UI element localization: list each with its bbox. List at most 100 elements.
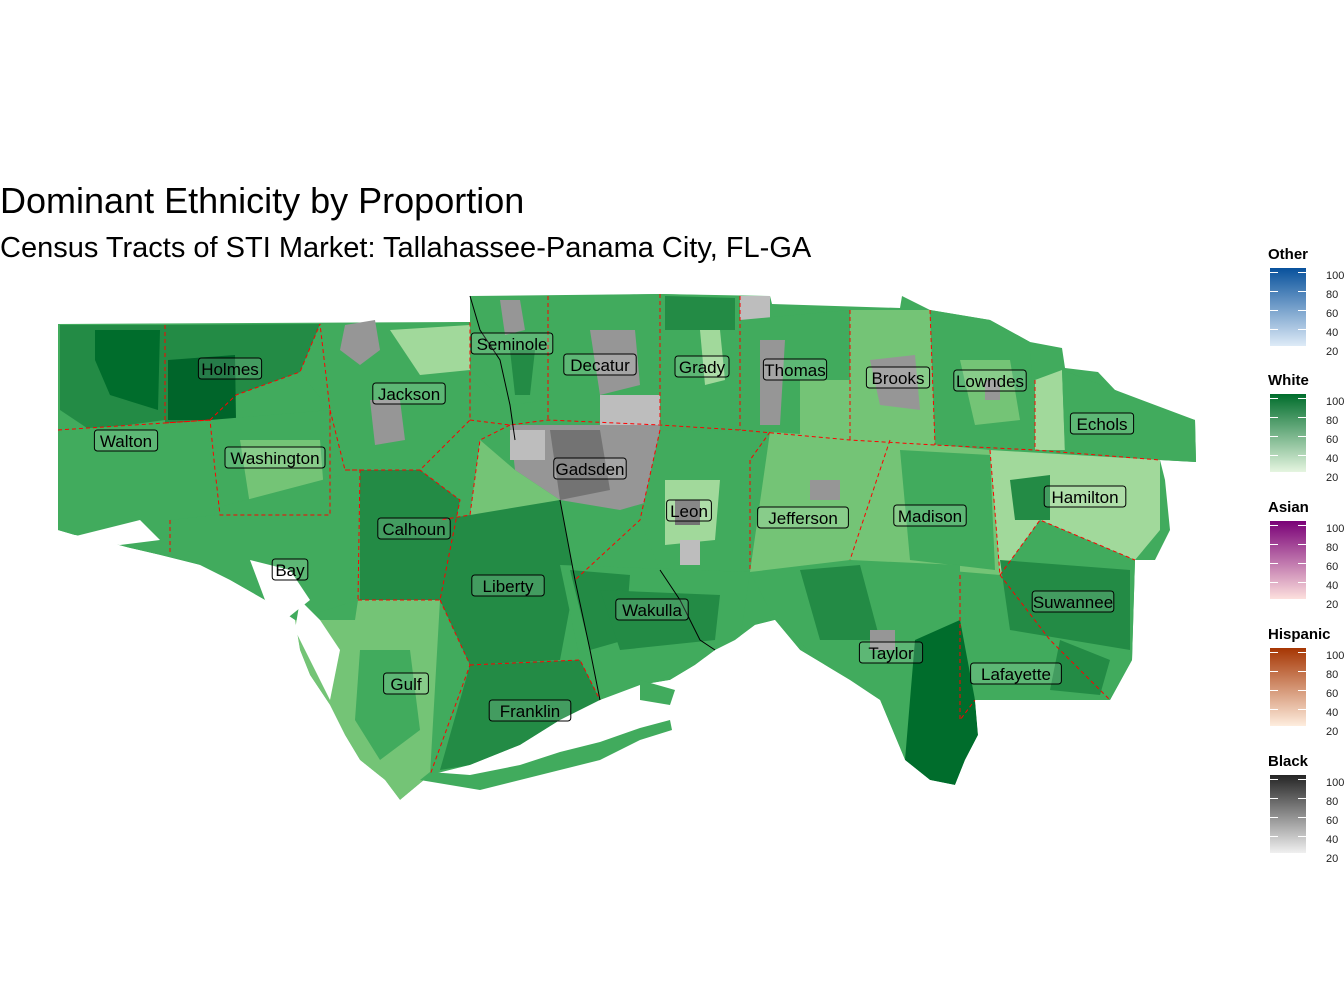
legend-tick-label: 60: [1326, 308, 1339, 320]
legend-black: Black 100 80 60 40 20: [1268, 753, 1344, 865]
legend-title: Other: [1268, 246, 1309, 263]
county-label-jefferson: Jefferson: [768, 509, 838, 528]
county-label-box: [762, 358, 828, 381]
legend-tick-mark: [1270, 291, 1278, 292]
legend-colorbar: [1270, 648, 1306, 726]
county-label-box: [953, 369, 1027, 392]
legend-tick-label: 100: [1326, 396, 1344, 408]
legend-tick-mark: [1270, 779, 1278, 780]
legend-tick-label: 20: [1326, 346, 1339, 358]
legend-tick-mark: [1298, 455, 1306, 456]
legend-tick-mark: [1298, 690, 1306, 691]
legend-tick-mark: [1270, 582, 1278, 583]
county-label-box: [197, 357, 263, 380]
legend-tick-label: 60: [1326, 688, 1339, 700]
legend-tick-label: 80: [1326, 542, 1339, 554]
legend-tick-label: 40: [1326, 453, 1339, 465]
county-label-box: [471, 574, 545, 597]
legend-tick-mark: [1270, 563, 1278, 564]
county-label-echols: Echols: [1076, 415, 1127, 434]
county-label-walton: Walton: [100, 432, 152, 451]
legend-tick-label: 100: [1326, 270, 1344, 282]
legend-tick-mark: [1270, 310, 1278, 311]
county-label-grady: Grady: [679, 358, 726, 377]
legend-tick-label: 20: [1326, 726, 1339, 738]
legend-tick-label: 80: [1326, 415, 1339, 427]
county-label-taylor: Taylor: [868, 644, 914, 663]
legend-tick-mark: [1298, 398, 1306, 399]
legend-tick-label: 100: [1326, 523, 1344, 535]
county-label-box: [865, 366, 931, 389]
legend-hispanic: Hispanic 100 80 60 40 20: [1268, 626, 1344, 738]
legend-tick-label: 60: [1326, 561, 1339, 573]
county-label-box: [757, 506, 849, 529]
legend-tick-mark: [1298, 798, 1306, 799]
legend-title: Hispanic: [1268, 626, 1331, 643]
county-label-liberty: Liberty: [482, 577, 534, 596]
legend-tick-label: 100: [1326, 650, 1344, 662]
county-label-box: [1069, 412, 1135, 435]
legend-tick-label: 60: [1326, 434, 1339, 446]
county-label-lafayette: Lafayette: [981, 665, 1051, 684]
legend-tick-label: 100: [1326, 777, 1344, 789]
legend-tick-mark: [1270, 474, 1278, 475]
county-label-gadsden: Gadsden: [556, 460, 625, 479]
legend-tick-mark: [1270, 398, 1278, 399]
county-label-decatur: Decatur: [570, 356, 630, 375]
legend-white: White 100 80 60 40 20: [1268, 372, 1344, 484]
legend-tick-mark: [1298, 563, 1306, 564]
county-label-madison: Madison: [898, 507, 962, 526]
legend-tick-label: 80: [1326, 796, 1339, 808]
county-label-leon: Leon: [670, 502, 708, 521]
county-label-hamilton: Hamilton: [1051, 488, 1118, 507]
legend-tick-mark: [1270, 798, 1278, 799]
county-label-thomas: Thomas: [764, 361, 825, 380]
county-label-box: [615, 598, 689, 621]
map-subtitle: Census Tracts of STI Market: Tallahassee…: [0, 232, 812, 264]
legend-tick-mark: [1270, 348, 1278, 349]
county-labels: Walton Holmes Washington Jackson Seminole Dec…: [93, 332, 1135, 722]
county-label-washington: Washington: [230, 449, 319, 468]
legend-tick-mark: [1298, 348, 1306, 349]
legend-tick-mark: [1270, 544, 1278, 545]
legend-tick-label: 20: [1326, 853, 1339, 865]
legend-tick-mark: [1298, 272, 1306, 273]
legend-tick-label: 40: [1326, 707, 1339, 719]
county-label-holmes: Holmes: [201, 360, 259, 379]
legend-tick-mark: [1270, 709, 1278, 710]
legend-tick-mark: [1298, 436, 1306, 437]
legend-tick-mark: [1298, 671, 1306, 672]
legend-tick-mark: [1298, 709, 1306, 710]
legend-tick-mark: [1298, 855, 1306, 856]
legend-colorbar: [1270, 394, 1306, 472]
legend-asian: Asian 100 80 60 40 20: [1268, 499, 1344, 611]
legend-colorbar: [1270, 521, 1306, 599]
county-label-box: [488, 699, 572, 722]
county-label-gulf: Gulf: [390, 675, 421, 694]
county-label-lowndes: Lowndes: [956, 372, 1024, 391]
legend-tick-mark: [1270, 272, 1278, 273]
legend-tick-mark: [1298, 601, 1306, 602]
legend-tick-mark: [1298, 836, 1306, 837]
legend-tick-label: 80: [1326, 289, 1339, 301]
county-label-box: [970, 662, 1062, 685]
legend-title: White: [1268, 372, 1309, 389]
county-label-brooks: Brooks: [872, 369, 925, 388]
county-label-box: [666, 499, 712, 522]
county-label-box: [93, 429, 159, 452]
legend-tick-mark: [1270, 836, 1278, 837]
legend-tick-mark: [1298, 728, 1306, 729]
county-label-box: [271, 558, 309, 581]
legend-tick-mark: [1270, 728, 1278, 729]
legend-tick-label: 60: [1326, 815, 1339, 827]
legend-tick-mark: [1270, 690, 1278, 691]
legend-tick-mark: [1298, 474, 1306, 475]
legend-tick-mark: [1298, 779, 1306, 780]
county-label-box: [224, 446, 326, 469]
legend-tick-mark: [1298, 417, 1306, 418]
legend-tick-mark: [1298, 310, 1306, 311]
county-label-box: [1031, 590, 1115, 613]
county-label-box: [893, 504, 967, 527]
county-label-franklin: Franklin: [500, 702, 560, 721]
tract-map: Walton Holmes Washington Jackson Seminole Dec…: [57, 294, 1196, 800]
